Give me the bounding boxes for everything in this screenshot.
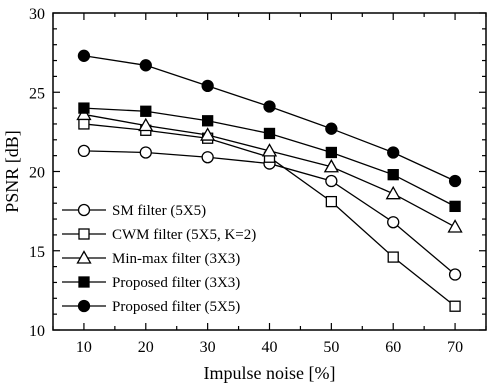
y-tick-label: 30: [29, 6, 45, 23]
legend-marker: [77, 299, 91, 313]
data-point: [387, 169, 399, 181]
legend-marker: [78, 276, 90, 288]
y-axis-label: PSNR [dB]: [2, 130, 22, 213]
data-point: [325, 146, 338, 159]
legend-marker: [76, 250, 92, 264]
legend-label: Proposed filter (3X3): [112, 275, 240, 291]
series-layer: [76, 49, 463, 312]
x-axis-label: Impulse noise [%]: [204, 363, 336, 383]
x-tick-label: 60: [385, 339, 401, 356]
legend-label: Min-max filter (3X3): [112, 251, 240, 267]
data-point: [200, 127, 216, 141]
data-point: [139, 146, 152, 159]
data-point: [325, 122, 338, 135]
data-point: [323, 158, 339, 173]
series-0: [77, 144, 462, 281]
x-tick-label: 50: [323, 339, 339, 356]
data-point: [449, 200, 461, 213]
legend-label: CWM filter (5X5, K=2): [112, 227, 256, 243]
data-point: [385, 185, 401, 200]
data-point: [387, 146, 400, 159]
y-tick-label: 25: [29, 85, 45, 102]
data-point: [138, 117, 154, 132]
data-point: [387, 216, 400, 229]
legend: SM filter (5X5) CWM filter (5X5, K=2) Min-…: [62, 203, 256, 315]
data-point: [263, 127, 276, 140]
x-tick-label: 20: [138, 339, 154, 356]
legend-marker: [77, 203, 91, 217]
y-tick-label: 15: [29, 244, 45, 261]
x-tick-label: 40: [262, 339, 278, 356]
x-tick-label: 10: [76, 339, 92, 356]
legend-entry: Proposed filter (5X5): [62, 299, 240, 315]
y-tick-label: 10: [29, 323, 45, 340]
data-point: [77, 49, 91, 62]
data-point: [77, 144, 91, 158]
data-point: [447, 219, 463, 233]
data-point: [78, 118, 90, 130]
legend-entry: SM filter (5X5): [62, 203, 206, 219]
legend-label: Proposed filter (5X5): [112, 299, 240, 315]
data-point: [261, 143, 278, 157]
data-point: [448, 174, 462, 188]
x-tick-label: 30: [200, 339, 216, 356]
series-4: [77, 49, 462, 188]
data-point: [78, 102, 90, 114]
data-point: [263, 100, 276, 113]
legend-entry: Proposed filter (3X3): [62, 275, 240, 291]
data-point: [448, 268, 462, 281]
ticks-layer: 10 15 20 25 30 10 20 30 40 50 60 70: [29, 6, 487, 356]
data-point: [201, 151, 214, 164]
y-tick-label: 20: [29, 165, 45, 182]
data-point: [325, 195, 338, 208]
legend-label: SM filter (5X5): [112, 203, 206, 219]
legend-entry: CWM filter (5X5, K=2): [62, 227, 256, 243]
data-point: [139, 59, 152, 72]
legend-entry: Min-max filter (3X3): [62, 250, 240, 267]
data-point: [449, 300, 461, 312]
data-point: [387, 251, 399, 263]
data-point: [201, 79, 214, 93]
legend-marker: [78, 228, 90, 240]
series-3: [78, 102, 461, 213]
data-point: [325, 174, 338, 188]
data-point: [140, 105, 152, 117]
x-tick-label: 70: [447, 339, 463, 356]
data-point: [201, 115, 214, 127]
